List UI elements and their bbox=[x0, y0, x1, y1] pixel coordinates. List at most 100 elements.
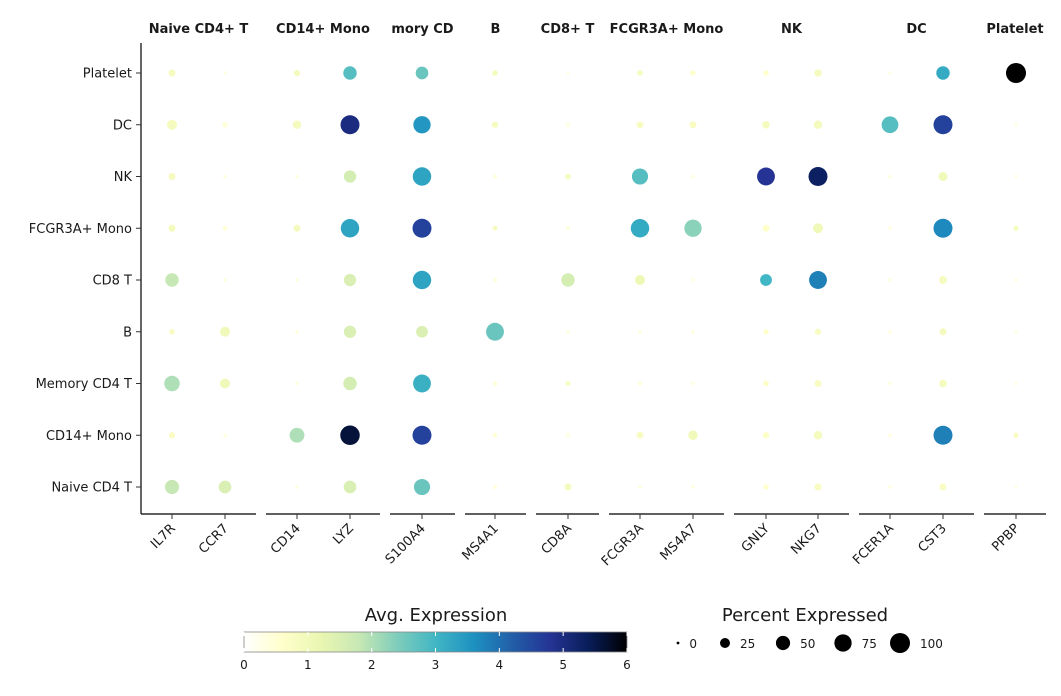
dot-b-fcer1a bbox=[888, 330, 892, 334]
dot-dc-ms4a1 bbox=[491, 121, 499, 128]
y-tick-label: FCGR3A+ Mono bbox=[29, 222, 132, 237]
panel-label-cd8-t: CD8+ T bbox=[541, 22, 595, 37]
dot-cd14-mono-fcer1a bbox=[888, 433, 892, 437]
dot-fcgr3a-mono-nkg7 bbox=[813, 223, 823, 234]
dot-platelet-ms4a7 bbox=[690, 70, 696, 76]
dot-memory-cd4-t-lyz bbox=[343, 376, 357, 391]
dot-naive-cd4-t-cst3 bbox=[939, 483, 947, 491]
dot-b-cst3 bbox=[939, 328, 947, 336]
dot-b-cd14 bbox=[295, 330, 299, 334]
dot-cd14-mono-cd14 bbox=[289, 427, 305, 443]
color-legend: Avg. Expression 0 1 2 3 4 5 6 bbox=[240, 605, 631, 672]
size-legend-label: 0 bbox=[689, 637, 697, 651]
dot-memory-cd4-t-ms4a7 bbox=[691, 381, 695, 386]
dot-fcgr3a-mono-cd8a bbox=[566, 226, 570, 231]
dot-dc-cst3 bbox=[933, 115, 953, 135]
dot-cd14-mono-ppbp bbox=[1013, 432, 1019, 438]
dot-cd8-t-cst3 bbox=[939, 276, 947, 284]
dot-platelet-ccr7 bbox=[223, 71, 227, 75]
panel-strip-labels: Naive CD4+ T CD14+ Mono mory CD B CD8+ T FCGR… bbox=[149, 22, 1044, 37]
dot-fcgr3a-mono-lyz bbox=[340, 219, 360, 238]
dot-cd14-mono-nkg7 bbox=[813, 431, 823, 440]
size-legend-label: 50 bbox=[800, 637, 815, 651]
y-tick-label: DC bbox=[113, 118, 132, 133]
dot-nk-cd8a bbox=[565, 173, 571, 180]
dot-b-nkg7 bbox=[814, 328, 822, 335]
y-tick-label: Naive CD4 T bbox=[51, 481, 132, 496]
x-tick-label: MS4A1 bbox=[459, 521, 501, 563]
dot-memory-cd4-t-cd8a bbox=[565, 381, 571, 386]
dot-nk-ppbp bbox=[1014, 174, 1018, 179]
dot-cd8-t-lyz bbox=[343, 273, 357, 287]
dot-naive-cd4-t-ms4a7 bbox=[691, 485, 695, 489]
color-tick-label: 2 bbox=[368, 658, 376, 672]
panel-label-fcgr3a-mono: FCGR3A+ Mono bbox=[610, 22, 724, 37]
dot-platelet-lyz bbox=[343, 66, 357, 80]
x-tick-label: LYZ bbox=[330, 521, 356, 547]
dot-fcgr3a-mono-ppbp bbox=[1013, 225, 1019, 231]
dot-dc-ppbp bbox=[1014, 123, 1018, 127]
dot-platelet-nkg7 bbox=[814, 69, 822, 77]
dot-cd8-t-ccr7 bbox=[223, 278, 227, 282]
dot-b-s100a4 bbox=[416, 325, 428, 338]
dot-cd14-mono-ms4a1 bbox=[492, 433, 498, 438]
dot-naive-cd4-t-il7r bbox=[164, 479, 180, 495]
dot-memory-cd4-t-ccr7 bbox=[220, 378, 230, 389]
size-legend: Percent Expressed 0 25 50 75 100 bbox=[676, 605, 943, 653]
dot-cd8-t-ppbp bbox=[1014, 278, 1018, 282]
dot-dc-fcgr3a bbox=[636, 121, 644, 129]
dot-cd14-mono-fcgr3a bbox=[636, 431, 644, 439]
dot-dc-lyz bbox=[340, 115, 360, 135]
dot-naive-cd4-t-ms4a1 bbox=[493, 485, 497, 489]
x-tick-label: CD8A bbox=[539, 521, 575, 557]
size-legend-dot bbox=[775, 635, 791, 651]
dot-memory-cd4-t-il7r bbox=[164, 375, 180, 392]
dot-naive-cd4-t-cd8a bbox=[564, 483, 572, 491]
color-tick-label: 0 bbox=[240, 658, 248, 672]
dot-cd8-t-il7r bbox=[165, 273, 179, 287]
size-legend-title: Percent Expressed bbox=[722, 605, 888, 626]
x-tick-label: CCR7 bbox=[196, 521, 232, 557]
color-tick-label: 1 bbox=[304, 658, 312, 672]
dot-cd14-mono-gnly bbox=[762, 432, 770, 439]
dot-memory-cd4-t-cd14 bbox=[295, 381, 299, 386]
size-legend-label: 100 bbox=[920, 637, 943, 651]
dot-cd8-t-ms4a1 bbox=[493, 278, 497, 282]
dot-fcgr3a-mono-ccr7 bbox=[222, 226, 228, 231]
x-tick-label: CD14 bbox=[268, 521, 304, 557]
dot-cd14-mono-cd8a bbox=[566, 433, 570, 438]
dot-cd8-t-s100a4 bbox=[412, 270, 432, 290]
dot-memory-cd4-t-gnly bbox=[763, 380, 769, 387]
size-legend-dot bbox=[890, 633, 910, 653]
dot-naive-cd4-t-cd14 bbox=[295, 485, 299, 489]
dot-dc-ms4a7 bbox=[689, 121, 697, 129]
dot-nk-fcer1a bbox=[888, 174, 892, 179]
dot-cd14-mono-ccr7 bbox=[223, 433, 227, 437]
dot-cd8-t-cd8a bbox=[561, 273, 575, 287]
dot-nk-nkg7 bbox=[808, 167, 828, 186]
dot-naive-cd4-t-gnly bbox=[763, 484, 769, 490]
panel-label-b: B bbox=[491, 22, 501, 37]
dot-naive-cd4-t-ppbp bbox=[1014, 485, 1018, 489]
dot-dc-ccr7 bbox=[222, 122, 228, 128]
dots bbox=[164, 63, 1026, 496]
dot-naive-cd4-t-nkg7 bbox=[814, 483, 822, 491]
dot-nk-cst3 bbox=[938, 172, 948, 181]
dot-naive-cd4-t-ccr7 bbox=[218, 480, 232, 494]
dot-dc-nkg7 bbox=[813, 120, 823, 129]
x-tick-label: PPBP bbox=[989, 521, 1023, 555]
dot-dc-il7r bbox=[167, 119, 177, 130]
dot-dc-cd8a bbox=[566, 122, 570, 127]
dot-nk-ms4a1 bbox=[493, 174, 497, 179]
dot-nk-s100a4 bbox=[412, 167, 432, 186]
dot-platelet-il7r bbox=[168, 69, 176, 77]
dot-nk-ccr7 bbox=[223, 174, 227, 179]
x-tick-label: NKG7 bbox=[788, 521, 824, 557]
dot-cd8-t-gnly bbox=[760, 274, 772, 286]
dot-fcgr3a-mono-fcgr3a bbox=[630, 219, 650, 238]
panel-label-mory-cd: mory CD bbox=[391, 22, 453, 37]
dot-dc-s100a4 bbox=[413, 116, 431, 134]
dot-fcgr3a-mono-fcer1a bbox=[888, 226, 892, 230]
dot-nk-fcgr3a bbox=[631, 168, 649, 185]
size-legend-label: 25 bbox=[740, 637, 755, 651]
